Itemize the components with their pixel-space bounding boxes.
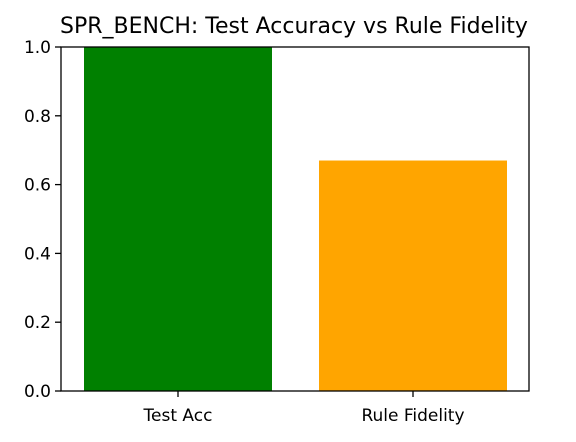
x-tick-label: Rule Fidelity — [361, 406, 464, 426]
x-axis-ticks: Test Acc Rule Fidelity — [143, 391, 465, 426]
y-tick-label: 0.0 — [24, 382, 51, 402]
y-tick-label: 0.4 — [24, 244, 51, 264]
y-tick-label: 0.8 — [24, 107, 51, 127]
y-tick-label: 0.2 — [24, 313, 51, 333]
bar-rule-fidelity — [319, 160, 507, 391]
bar-test-acc — [84, 47, 272, 391]
x-tick-label: Test Acc — [143, 406, 213, 426]
axes-layer — [60, 46, 530, 392]
y-axis-ticks: 0.0 0.2 0.4 0.6 0.8 1.0 — [24, 38, 61, 402]
chart-title: SPR_BENCH: Test Accuracy vs Rule Fidelit… — [60, 14, 528, 39]
y-tick-label: 0.6 — [24, 176, 51, 196]
y-tick-label: 1.0 — [24, 38, 51, 58]
plot-frame — [60, 46, 530, 392]
bars-layer — [84, 47, 507, 391]
